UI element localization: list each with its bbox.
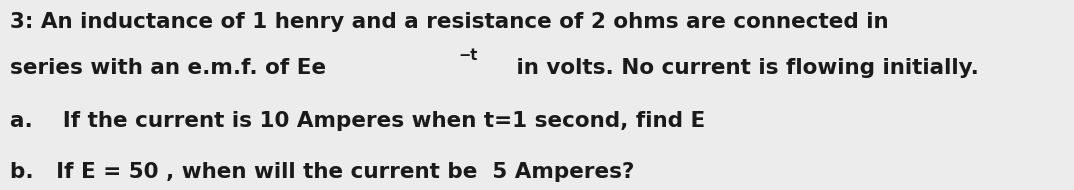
Text: in volts. No current is flowing initially.: in volts. No current is flowing initiall… [509,58,978,78]
Text: 3: An inductance of 1 henry and a resistance of 2 ohms are connected in: 3: An inductance of 1 henry and a resist… [10,12,888,32]
Text: −t: −t [459,48,478,63]
Text: series with an e.m.f. of Ee: series with an e.m.f. of Ee [10,58,326,78]
Text: a.    If the current is 10 Amperes when t=1 second, find E: a. If the current is 10 Amperes when t=1… [10,111,706,131]
Text: b.   If E = 50 , when will the current be  5 Amperes?: b. If E = 50 , when will the current be … [10,162,635,181]
